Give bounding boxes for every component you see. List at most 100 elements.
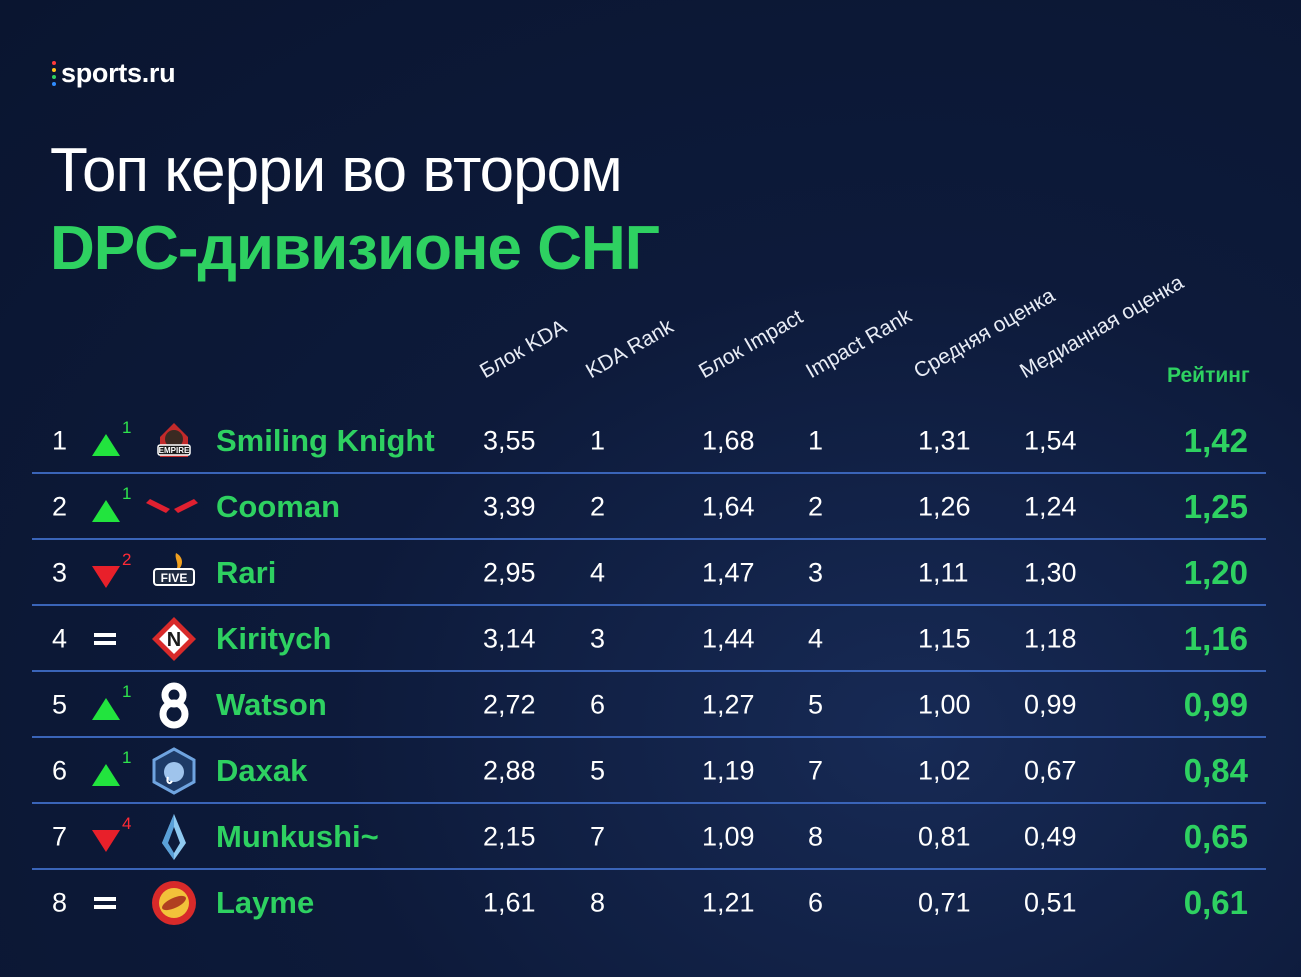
svg-text:N: N — [167, 629, 181, 651]
table-row: 1 1 EMPIRE Smiling Knight 3,55 1 1,68 1 1,31 1,54… — [32, 408, 1266, 474]
logo-dot — [52, 82, 56, 86]
svg-text:FIVE: FIVE — [161, 571, 188, 585]
equal-icon — [94, 633, 116, 645]
player-name: Daxak — [216, 753, 308, 788]
median-score-value: 0,51 — [1024, 887, 1077, 918]
kda-rank-value: 3 — [590, 623, 606, 654]
rating-value: 1,20 — [1183, 554, 1248, 591]
mammoth-logo-icon — [150, 747, 198, 795]
kda-block-value: 2,15 — [483, 821, 536, 852]
b8-logo-icon — [150, 681, 198, 729]
rating-value: 0,99 — [1183, 686, 1248, 723]
table-row: 5 1 Watson 2,72 6 1,27 5 1,00 0,99 0,99 — [32, 672, 1266, 738]
arrow-down-icon — [92, 830, 120, 852]
position-change: 1 — [122, 748, 132, 767]
trend-indicator — [90, 624, 130, 654]
impact-rank-value: 8 — [808, 821, 824, 852]
position-change: 4 — [122, 814, 132, 833]
kda-block-value: 1,61 — [483, 887, 536, 918]
header-kda-block: Блок KDA — [476, 315, 571, 384]
fantastic-five-logo-icon: FIVE — [150, 549, 198, 597]
arrow-up-icon — [92, 500, 120, 522]
player-name: Rari — [216, 555, 277, 590]
title-line-1: Топ керри во втором — [50, 136, 623, 205]
brand-name: sports.ru — [61, 58, 176, 88]
logo-dot — [52, 68, 56, 72]
kda-block-value: 2,95 — [483, 557, 536, 588]
header-kda-rank: KDA Rank — [582, 314, 678, 384]
median-score-value: 1,24 — [1024, 491, 1077, 522]
rating-value: 0,65 — [1183, 818, 1248, 855]
row-divider — [32, 538, 1266, 540]
table-row: 2 1 Cooman 3,39 2 1,64 2 1,26 1,24 1,25 — [32, 474, 1266, 540]
table-row: 7 4 Munkushi~ 2,15 7 1,09 8 0,81 0,49 0,65 — [32, 804, 1266, 870]
rank-number: 3 — [52, 557, 68, 588]
impact-rank-value: 1 — [808, 425, 824, 456]
table-row: 8 Layme 1,61 8 1,21 6 0,71 0,51 0,61 — [32, 870, 1266, 936]
position-change: 1 — [122, 418, 132, 437]
impact-rank-value: 2 — [808, 491, 824, 522]
avg-score-value: 1,31 — [918, 425, 971, 456]
rank-number: 8 — [52, 887, 68, 918]
median-score-value: 0,67 — [1024, 755, 1077, 786]
table-row: 3 2 FIVE Rari 2,95 4 1,47 3 1,11 1,30 1,20 — [32, 540, 1266, 606]
player-name: Munkushi~ — [216, 819, 379, 854]
impact-rank-value: 7 — [808, 755, 824, 786]
rank-number: 1 — [52, 425, 68, 456]
impact-rank-value: 3 — [808, 557, 824, 588]
impact-rank-value: 5 — [808, 689, 824, 720]
kda-rank-value: 5 — [590, 755, 606, 786]
avg-score-value: 1,11 — [918, 557, 969, 588]
rank-number: 2 — [52, 491, 68, 522]
table-row: 6 1 Daxak 2,88 5 1,19 7 1,02 0,67 0,84 — [32, 738, 1266, 804]
kda-block-value: 2,88 — [483, 755, 536, 786]
brand-logo: sports.ru — [52, 58, 176, 89]
header-rating: Рейтинг — [1167, 364, 1250, 387]
impact-rank-value: 4 — [808, 623, 824, 654]
avg-score-value: 1,26 — [918, 491, 971, 522]
impact-block-value: 1,09 — [702, 821, 755, 852]
row-divider — [32, 802, 1266, 804]
rank-number: 5 — [52, 689, 68, 720]
kda-rank-value: 7 — [590, 821, 606, 852]
rank-number: 7 — [52, 821, 68, 852]
rating-value: 1,16 — [1183, 620, 1248, 657]
arrow-up-icon — [92, 764, 120, 786]
arrow-up-icon — [92, 698, 120, 720]
player-name: Layme — [216, 885, 315, 920]
trend-indicator: 1 — [90, 748, 131, 786]
header-impact-rank: Impact Rank — [802, 304, 916, 384]
kda-rank-value: 2 — [590, 491, 606, 522]
rating-value: 0,61 — [1183, 884, 1248, 921]
logo-dot — [52, 75, 56, 79]
position-change: 1 — [122, 484, 132, 503]
row-divider — [32, 670, 1266, 672]
row-divider — [32, 472, 1266, 474]
trend-indicator: 1 — [90, 682, 131, 720]
rating-value: 0,84 — [1183, 752, 1248, 789]
trend-indicator: 1 — [90, 484, 131, 522]
arrow-up-icon — [92, 434, 120, 456]
logo-dots-icon — [52, 61, 56, 86]
player-name: Smiling Knight — [216, 423, 435, 458]
avg-score-value: 0,71 — [918, 887, 971, 918]
svg-text:EMPIRE: EMPIRE — [159, 446, 190, 455]
avg-score-value: 1,00 — [918, 689, 971, 720]
row-divider — [32, 868, 1266, 870]
rank-number: 6 — [52, 755, 68, 786]
kda-block-value: 3,39 — [483, 491, 536, 522]
crystal-logo-icon — [150, 813, 198, 861]
avg-score-value: 1,02 — [918, 755, 971, 786]
rating-value: 1,42 — [1183, 422, 1248, 459]
player-name: Watson — [216, 687, 327, 722]
median-score-value: 1,18 — [1024, 623, 1077, 654]
kda-rank-value: 4 — [590, 557, 606, 588]
header-impact-block: Блок Impact — [695, 305, 807, 384]
table-row: 4 N Kiritych 3,14 3 1,44 4 1,15 1,18 1,16 — [32, 606, 1266, 672]
trend-indicator: 4 — [90, 814, 131, 852]
kda-block-value: 3,14 — [483, 623, 536, 654]
impact-block-value: 1,44 — [702, 623, 755, 654]
arrow-down-icon — [92, 566, 120, 588]
kda-block-value: 3,55 — [483, 425, 536, 456]
logo-dot — [52, 61, 56, 65]
